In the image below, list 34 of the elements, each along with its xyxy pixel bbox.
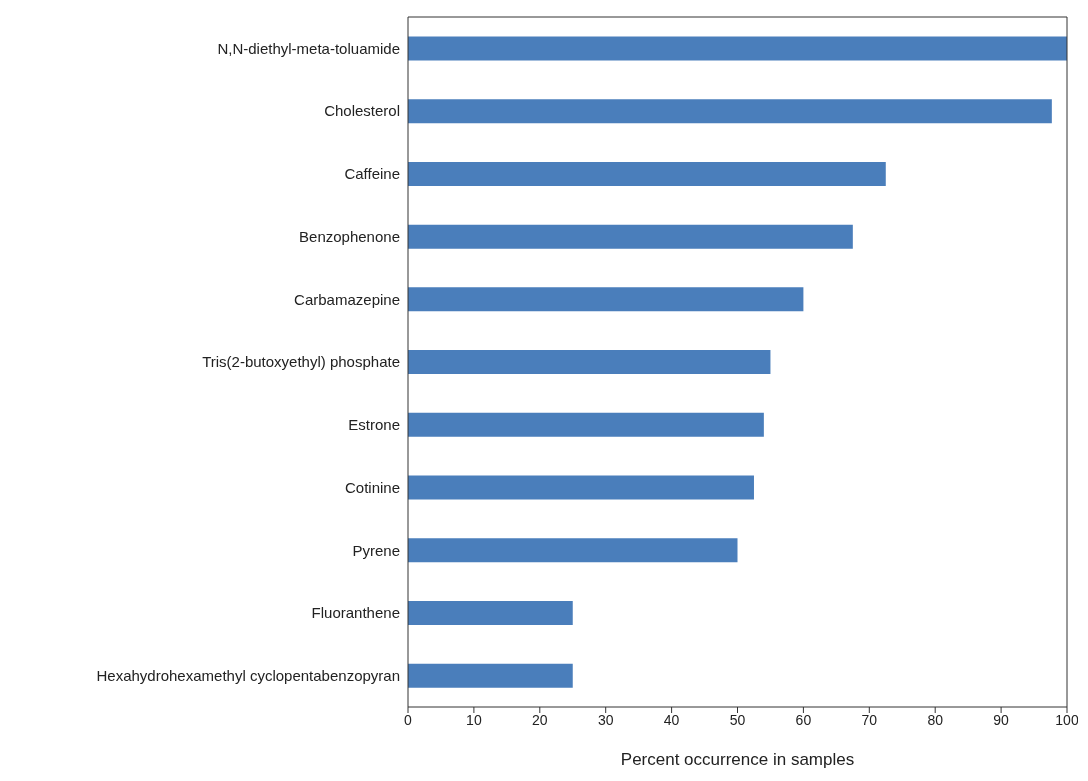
bar — [408, 224, 853, 249]
bar — [408, 36, 1067, 61]
y-tick-label: Benzophenone — [299, 227, 400, 245]
y-tick-label: Cotinine — [344, 478, 400, 496]
x-axis-title: Percent occurrence in samples — [620, 750, 855, 769]
x-tick-label: 20 — [532, 711, 548, 728]
bar — [408, 600, 573, 625]
x-tick-label: 80 — [927, 711, 944, 728]
x-tick-label: 90 — [993, 711, 1010, 728]
x-tick-label: 50 — [729, 711, 746, 728]
x-tick-label: 60 — [795, 711, 812, 728]
bar — [408, 663, 573, 688]
x-tick-label: 40 — [663, 711, 680, 728]
x-tick-label: 100 — [1055, 711, 1079, 728]
y-tick-label: Fluoranthene — [311, 604, 400, 622]
bar — [408, 538, 738, 563]
bar — [408, 475, 754, 500]
bar — [408, 412, 764, 437]
y-tick-label: Estrone — [348, 416, 400, 434]
y-tick-label: Pyrene — [352, 541, 400, 559]
bar — [408, 287, 804, 312]
y-tick-label: Hexahydrohexamethyl cyclopentabenzopyran — [96, 666, 400, 684]
bar — [408, 161, 886, 186]
x-tick-label: 0 — [404, 711, 413, 728]
x-tick-label: 70 — [861, 711, 878, 728]
y-tick-label: Cholesterol — [324, 102, 400, 120]
x-tick-label: 30 — [597, 711, 614, 728]
bar — [408, 350, 771, 375]
y-tick-label: Caffeine — [344, 165, 400, 183]
y-tick-label: Tris(2-butoxyethyl) phosphate — [202, 353, 400, 371]
y-tick-label: N,N-diethyl-meta-toluamide — [217, 39, 400, 57]
bar — [408, 99, 1052, 124]
x-tick-label: 10 — [466, 711, 482, 728]
y-tick-label: Carbamazepine — [294, 290, 400, 308]
